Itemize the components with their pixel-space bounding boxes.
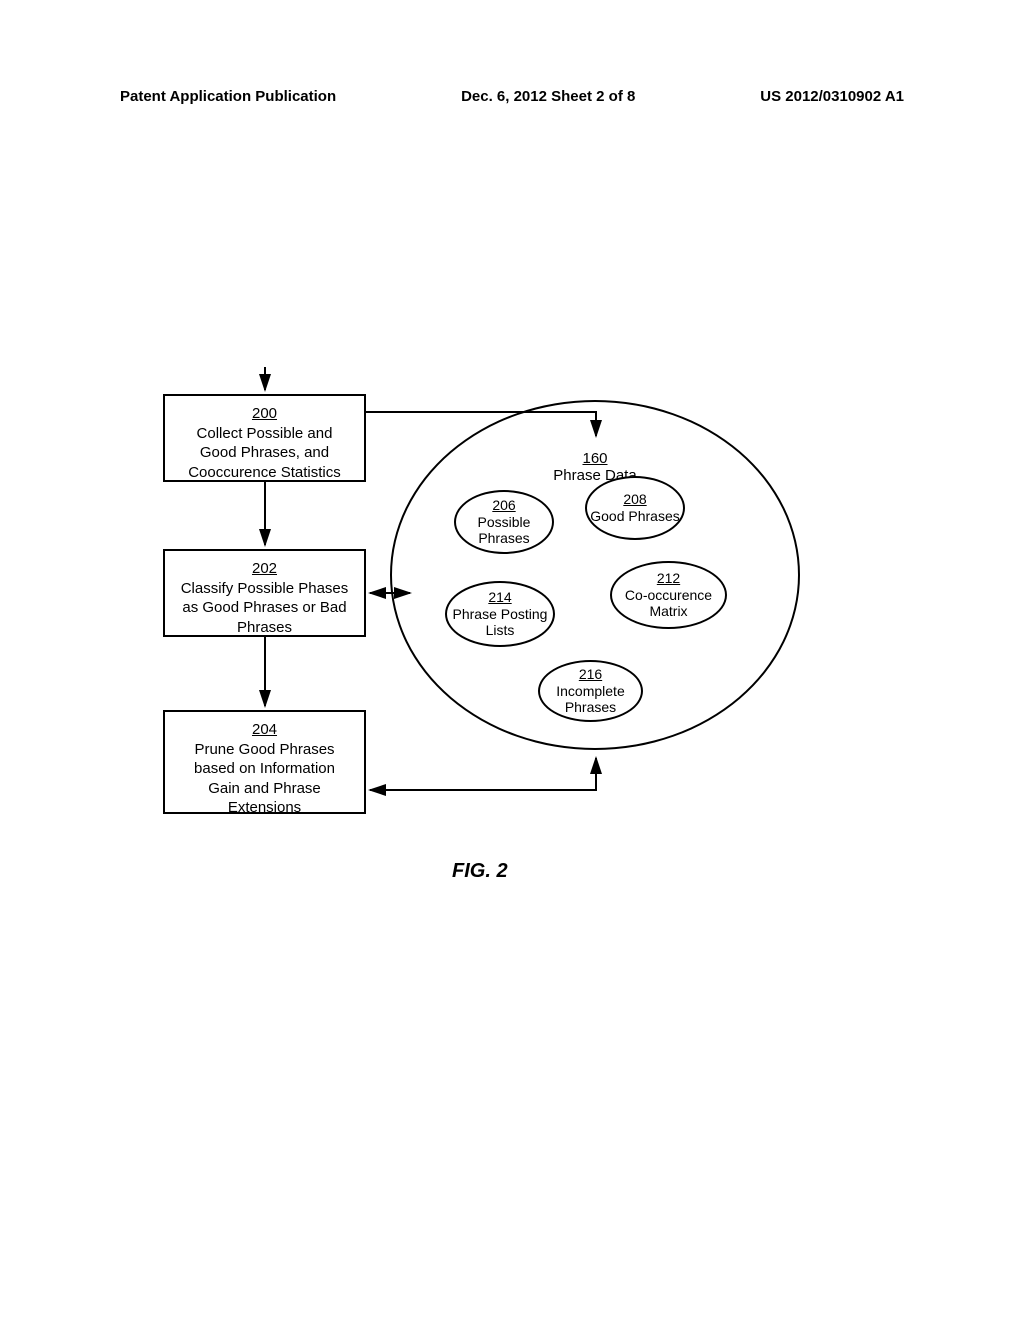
header-right: US 2012/0310902 A1 <box>760 88 904 105</box>
phrase-data-title-num: 160 <box>582 450 607 467</box>
e216-text: Incomplete Phrases <box>540 683 641 717</box>
e208-text: Good Phrases <box>590 508 680 525</box>
box-202: 202 Classify Possible Phases as Good Phr… <box>163 549 366 637</box>
box-202-num: 202 <box>252 560 277 577</box>
e206-num: 206 <box>492 497 515 514</box>
box-204-text: Prune Good Phrases based on Information … <box>194 741 335 817</box>
ellipse-214: 214 Phrase Posting Lists <box>445 581 555 647</box>
box-204-num: 204 <box>252 721 277 738</box>
e212-num: 212 <box>657 570 680 587</box>
e214-num: 214 <box>488 589 511 606</box>
e212-text: Co-occurence Matrix <box>612 587 725 621</box>
e214-text: Phrase Posting Lists <box>447 606 553 640</box>
ellipse-212: 212 Co-occurence Matrix <box>610 561 727 629</box>
header-center: Dec. 6, 2012 Sheet 2 of 8 <box>461 88 635 105</box>
page-header: Patent Application Publication Dec. 6, 2… <box>0 88 1024 105</box>
ellipse-206: 206 Possible Phrases <box>454 490 554 554</box>
e208-num: 208 <box>623 491 646 508</box>
box-200: 200 Collect Possible and Good Phrases, a… <box>163 394 366 482</box>
figure-label: FIG. 2 <box>452 860 508 883</box>
box-202-text: Classify Possible Phases as Good Phrases… <box>181 580 349 636</box>
e216-num: 216 <box>579 666 602 683</box>
header-left: Patent Application Publication <box>120 88 336 105</box>
arrow-ellipse-to-204 <box>370 763 596 790</box>
box-200-num: 200 <box>252 405 277 422</box>
ellipse-208: 208 Good Phrases <box>585 476 685 540</box>
box-200-text: Collect Possible and Good Phrases, and C… <box>188 425 341 481</box>
box-204: 204 Prune Good Phrases based on Informat… <box>163 710 366 814</box>
e206-text: Possible Phrases <box>456 514 552 548</box>
ellipse-216: 216 Incomplete Phrases <box>538 660 643 722</box>
